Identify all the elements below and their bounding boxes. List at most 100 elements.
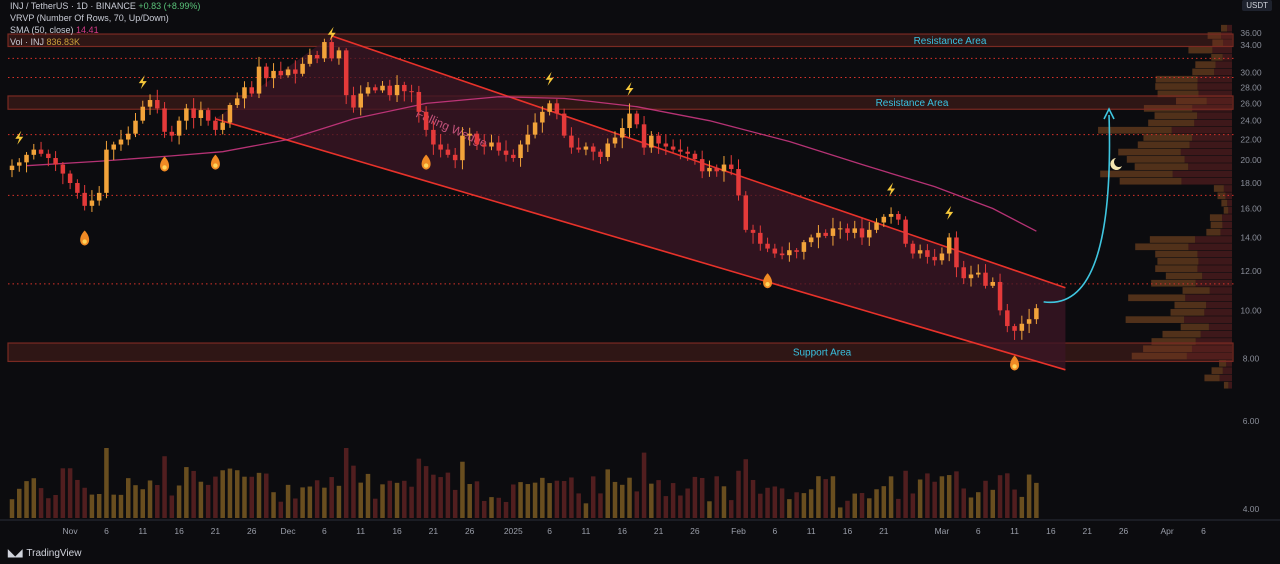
- candle-body: [460, 135, 465, 161]
- candle-body: [38, 149, 44, 154]
- vrvp-up: [1135, 243, 1189, 251]
- vrvp-down: [1204, 309, 1232, 316]
- candle-body: [758, 232, 763, 244]
- volume-bar: [314, 480, 320, 518]
- tradingview-brand[interactable]: ◣◢ TradingView: [8, 548, 81, 559]
- candle-body: [264, 66, 269, 79]
- volume-bar: [452, 489, 458, 518]
- volume-bar: [155, 485, 160, 518]
- volume-bar: [634, 491, 640, 518]
- volume-bar: [1012, 489, 1017, 518]
- volume-bar: [53, 494, 58, 518]
- volume-bar: [525, 484, 531, 518]
- candle-body: [750, 229, 756, 233]
- volume-bar: [82, 487, 87, 518]
- candle-body: [387, 85, 393, 96]
- candle-body: [511, 154, 516, 159]
- volume-bar: [387, 480, 393, 518]
- candle-body: [896, 214, 901, 220]
- volume-bar: [285, 484, 291, 518]
- volume-bar: [147, 480, 153, 518]
- volume-bar: [765, 487, 770, 518]
- volume-bar: [1019, 496, 1025, 518]
- legend-sma[interactable]: SMA (50, close) 14.41: [10, 24, 200, 36]
- volume-bar: [9, 499, 15, 518]
- vrvp-down: [1197, 265, 1232, 272]
- volume-bar: [845, 500, 850, 518]
- vrvp-down: [1189, 141, 1232, 149]
- vrvp-up: [1221, 24, 1228, 32]
- vrvp-up: [1154, 112, 1198, 119]
- candle-body: [191, 108, 196, 118]
- volume-bar: [336, 485, 342, 518]
- x-tick-11: 26: [465, 526, 475, 536]
- price-axis[interactable]: [1235, 0, 1280, 520]
- legend-volume[interactable]: Vol · INJ 836.83K: [10, 36, 200, 48]
- candles: [9, 34, 1039, 340]
- volume-bar: [649, 483, 654, 518]
- volume-bar: [198, 481, 204, 518]
- volume-bar: [663, 496, 669, 518]
- y-tick-12: 28.00: [1240, 82, 1262, 92]
- vrvp-down: [1197, 83, 1232, 90]
- candle-body: [140, 106, 146, 121]
- vrvp-down: [1181, 177, 1232, 185]
- vrvp-up: [1180, 323, 1209, 331]
- y-tick-2: 8.00: [1243, 354, 1260, 364]
- candle-body: [598, 151, 603, 157]
- volume-bar: [932, 481, 937, 518]
- volume-bar: [271, 492, 276, 518]
- vrvp-down: [1171, 126, 1232, 134]
- volume-bar: [939, 476, 945, 518]
- sma-line: [26, 96, 1037, 232]
- vrvp-down: [1184, 156, 1232, 163]
- vrvp-down: [1222, 221, 1232, 229]
- volume-bar: [307, 486, 313, 518]
- vrvp-down: [1192, 105, 1232, 112]
- candle-body: [373, 87, 378, 91]
- candle-body: [416, 91, 422, 112]
- vrvp-up: [1210, 221, 1223, 229]
- volume-bar: [590, 476, 596, 518]
- volume-bar: [438, 477, 443, 518]
- legend-vrvp[interactable]: VRVP (Number Of Rows, 70, Up/Down): [10, 12, 200, 24]
- candle-body: [278, 70, 284, 76]
- volume-bar: [837, 507, 843, 518]
- volume-bar: [489, 497, 494, 518]
- candle-body: [24, 154, 29, 163]
- vrvp-down: [1219, 374, 1232, 382]
- volume-bar: [496, 497, 502, 518]
- zone-label-0: Resistance Area: [914, 36, 987, 47]
- candle-body: [285, 69, 291, 76]
- volume-bar: [242, 476, 247, 518]
- vrvp-up: [1207, 32, 1222, 39]
- vrvp-down: [1228, 207, 1232, 214]
- volume-bar: [431, 474, 436, 518]
- candle-body: [1026, 319, 1032, 324]
- vrvp-down: [1220, 228, 1232, 236]
- y-tick-0: 4.00: [1243, 504, 1260, 514]
- candle-body: [31, 149, 37, 155]
- volume-bar: [234, 470, 240, 518]
- volume-bar: [264, 473, 269, 518]
- vrvp-down: [1197, 75, 1232, 83]
- candle-body: [380, 85, 385, 91]
- volume-bar: [329, 477, 334, 518]
- legend-symbol[interactable]: INJ / TetherUS · 1D · BINANCE +0.83 (+8.…: [10, 0, 200, 12]
- candle-body: [641, 124, 647, 148]
- candle-body: [300, 63, 305, 74]
- candle-body: [452, 154, 458, 161]
- candle-body: [96, 192, 102, 201]
- candle-body: [903, 219, 908, 244]
- volume-bar: [830, 476, 836, 518]
- volume-bar: [460, 461, 465, 518]
- volume-bar: [118, 494, 124, 518]
- legend-sma-label: SMA (50, close): [10, 25, 74, 35]
- currency-badge[interactable]: USDT: [1242, 0, 1272, 11]
- candle-body: [743, 195, 749, 230]
- volume-bar: [561, 481, 567, 518]
- flame-icon: [210, 154, 220, 170]
- volume-bar: [373, 498, 378, 518]
- volume-bar: [598, 493, 603, 518]
